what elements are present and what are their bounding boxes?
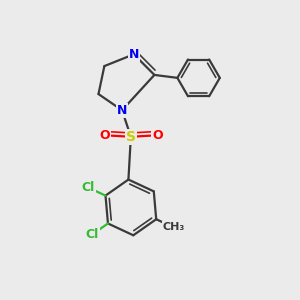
Text: O: O — [99, 129, 110, 142]
Text: N: N — [117, 104, 127, 117]
Text: S: S — [126, 130, 136, 144]
Text: Cl: Cl — [82, 181, 95, 194]
Text: O: O — [152, 129, 163, 142]
Text: N: N — [129, 48, 139, 61]
Text: CH₃: CH₃ — [162, 222, 185, 232]
Text: Cl: Cl — [85, 228, 99, 241]
